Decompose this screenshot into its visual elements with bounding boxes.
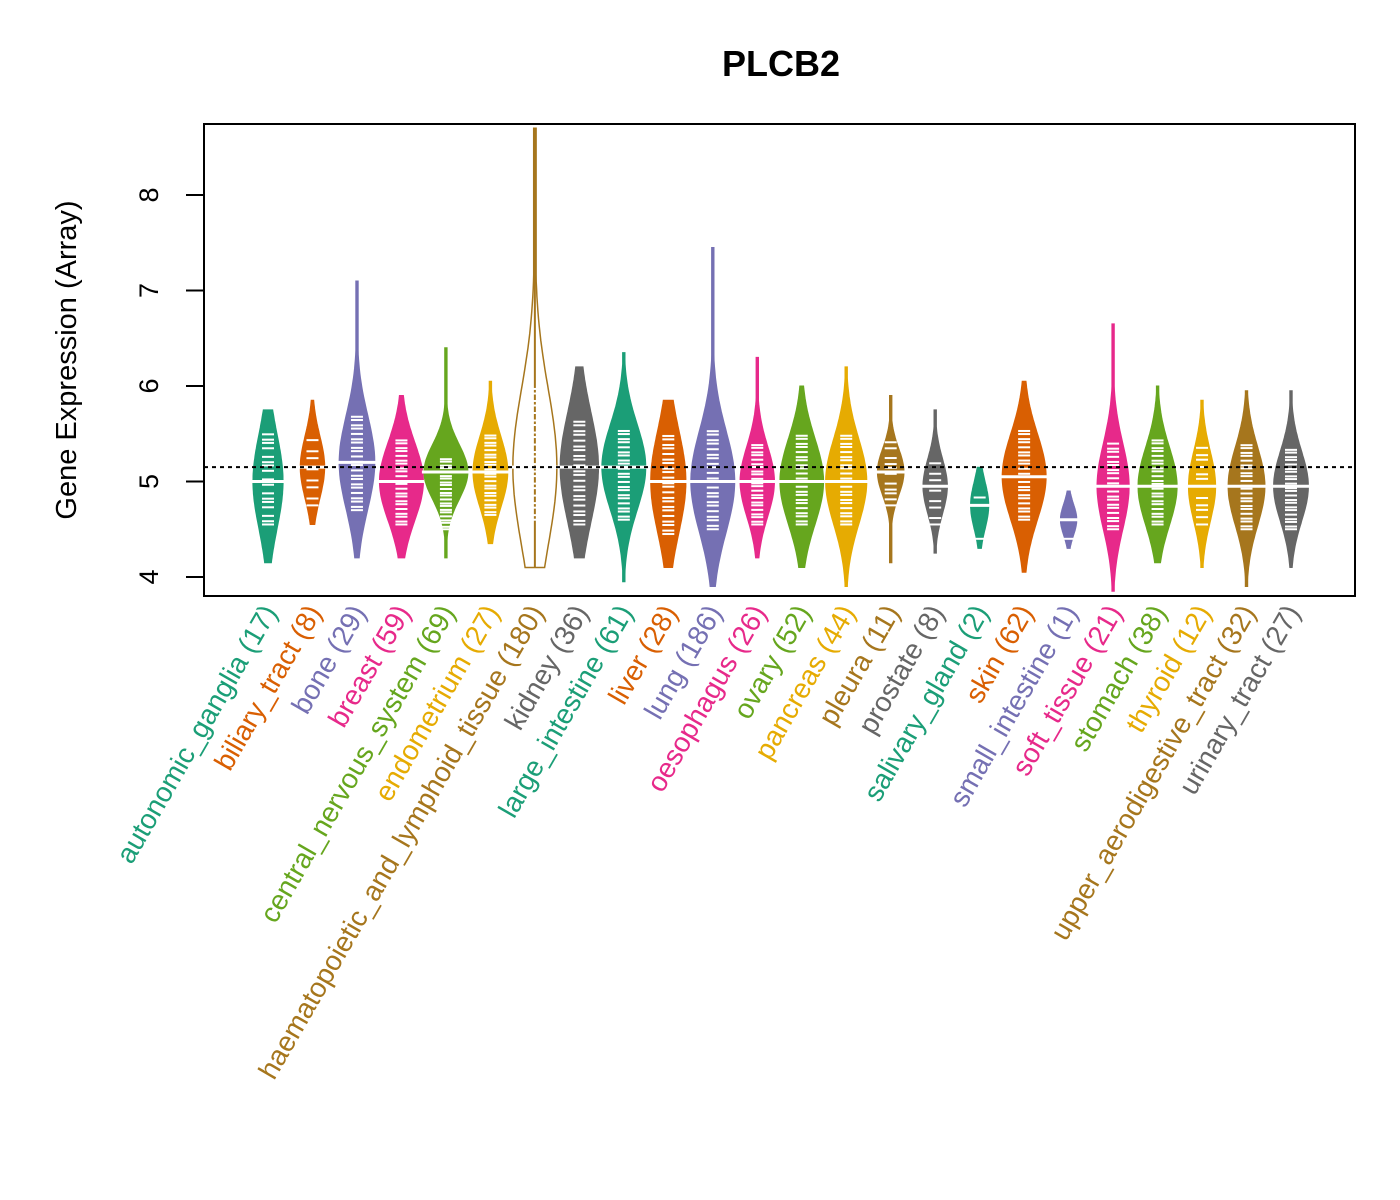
- violin-shape: [1137, 385, 1178, 564]
- y-tick-label: 6: [134, 378, 164, 393]
- y-tick-label: 4: [134, 569, 164, 584]
- violin-bone: [337, 280, 377, 559]
- violin-shape: [252, 409, 284, 564]
- violin-shape: [690, 247, 736, 587]
- violin-lung: [688, 247, 737, 587]
- violin-shape: [825, 366, 868, 587]
- y-tick-label: 5: [134, 474, 164, 489]
- plot-frame: [203, 123, 1356, 597]
- violin-liver: [648, 399, 688, 568]
- y-axis-label: Gene Expression (Array): [51, 200, 83, 519]
- violin-shape: [1187, 399, 1217, 568]
- violin-shape: [876, 395, 905, 564]
- violin-central-nervous-system: [421, 347, 470, 559]
- violin-pancreas: [823, 366, 869, 587]
- violin-shape: [423, 347, 469, 559]
- violin-salivary-gland: [968, 466, 991, 549]
- violin-urinary-tract: [1271, 390, 1311, 568]
- violin-pleura: [875, 395, 906, 564]
- violins-group: [250, 127, 1311, 592]
- violin-shape: [299, 399, 326, 525]
- violin-autonomic-ganglia: [250, 409, 286, 564]
- violin-breast: [377, 395, 426, 559]
- violin-prostate: [920, 409, 950, 554]
- violin-skin: [1000, 380, 1049, 573]
- violin-kidney: [558, 366, 601, 559]
- violin-small-intestine: [1058, 490, 1079, 549]
- chart-title: PLCB2: [722, 43, 840, 84]
- violin-stomach: [1136, 385, 1180, 564]
- violin-shape: [779, 385, 825, 568]
- violin-upper-aerodigestive-tract: [1226, 390, 1267, 587]
- violin-endometrium: [470, 380, 510, 545]
- violin-haematopoietic-and-lymphoid-tissue: [510, 127, 559, 569]
- violin-shape: [512, 127, 558, 569]
- y-axis: 4 5 6 7 8: [134, 187, 204, 585]
- violin-shape: [922, 409, 948, 554]
- violin-soft-tissue: [1095, 323, 1132, 592]
- violin-oesophagus: [738, 356, 777, 559]
- violin-biliary-tract: [298, 399, 327, 525]
- violin-shape: [739, 356, 776, 559]
- x-axis-labels: autonomic_ganglia (17)biliary_tract (8)b…: [110, 600, 1306, 1085]
- violin-thyroid: [1186, 399, 1218, 568]
- y-tick-label: 7: [134, 283, 164, 298]
- y-tick-label: 8: [134, 187, 164, 202]
- violin-shape: [559, 366, 599, 559]
- violin-shape: [970, 466, 990, 549]
- violin-ovary: [777, 385, 826, 568]
